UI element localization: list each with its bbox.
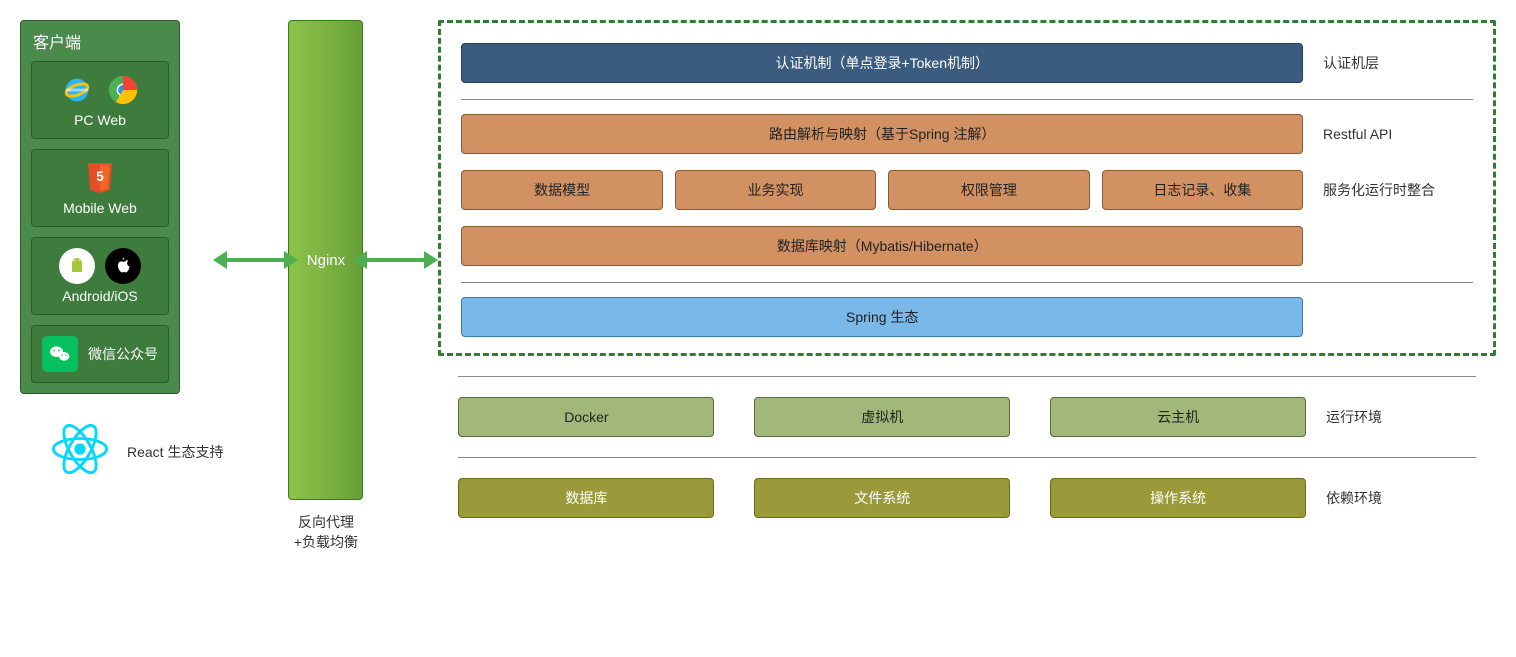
divider (458, 376, 1476, 377)
orm-bar: 数据库映射（Mybatis/Hibernate） (461, 226, 1303, 266)
wechat-icon (42, 336, 78, 372)
dependency-label: 依赖环境 (1326, 488, 1476, 508)
client-item-mobileweb: 5 Mobile Web (31, 149, 169, 227)
auth-bar: 认证机制（单点登录+Token机制） (461, 43, 1303, 83)
arrow-nginx-backend (363, 20, 428, 500)
service-label: 服务化运行时整合 (1323, 180, 1473, 200)
backend-column: 认证机制（单点登录+Token机制） 认证机层 路由解析与映射（基于Spring… (438, 20, 1496, 518)
html5-icon: 5 (82, 160, 118, 196)
nginx-box: Nginx (288, 20, 363, 500)
runtime-cell-2: 云主机 (1050, 397, 1306, 437)
service-cell-2: 权限管理 (888, 170, 1089, 210)
client-item-pcweb: PC Web (31, 61, 169, 139)
nginx-column: Nginx 反向代理+负载均衡 (288, 20, 363, 552)
divider (461, 99, 1473, 100)
client-label-pcweb: PC Web (40, 112, 160, 128)
spring-bar: Spring 生态 (461, 297, 1303, 337)
runtime-label: 运行环境 (1326, 407, 1476, 427)
client-title: 客户端 (31, 29, 169, 53)
arrow-client-nginx (223, 20, 288, 500)
chrome-icon (105, 72, 141, 108)
client-box: 客户端 PC Web 5 (20, 20, 180, 394)
divider (458, 457, 1476, 458)
react-icon (45, 414, 115, 489)
client-item-wechat: 微信公众号 (31, 325, 169, 383)
dep-cell-0: 数据库 (458, 478, 714, 518)
nginx-caption: 反向代理+负载均衡 (288, 512, 363, 552)
nginx-label: Nginx (307, 252, 345, 269)
runtime-row: Docker 虚拟机 云主机 运行环境 (458, 397, 1476, 437)
dep-cell-2: 操作系统 (1050, 478, 1306, 518)
service-cell-0: 数据模型 (461, 170, 662, 210)
service-row: 数据模型 业务实现 权限管理 日志记录、收集 (461, 170, 1303, 210)
divider (461, 282, 1473, 283)
ie-icon (59, 72, 95, 108)
android-icon (59, 248, 95, 284)
client-label-mobileweb: Mobile Web (40, 200, 160, 216)
runtime-cell-0: Docker (458, 397, 714, 437)
dep-cell-1: 文件系统 (754, 478, 1010, 518)
restful-label: Restful API (1323, 126, 1473, 142)
react-label: React 生态支持 (127, 442, 223, 462)
react-row: React 生态支持 (20, 414, 223, 489)
service-cell-1: 业务实现 (675, 170, 876, 210)
client-item-apps: Android/iOS (31, 237, 169, 315)
auth-label: 认证机层 (1323, 53, 1473, 73)
runtime-cell-1: 虚拟机 (754, 397, 1010, 437)
left-column: 客户端 PC Web 5 (20, 20, 223, 489)
service-container: 认证机制（单点登录+Token机制） 认证机层 路由解析与映射（基于Spring… (438, 20, 1496, 356)
service-cell-3: 日志记录、收集 (1102, 170, 1303, 210)
svg-text:5: 5 (96, 169, 104, 184)
client-label-wechat: 微信公众号 (88, 344, 158, 364)
restful-bar: 路由解析与映射（基于Spring 注解） (461, 114, 1303, 154)
client-label-apps: Android/iOS (40, 288, 160, 304)
architecture-diagram: 客户端 PC Web 5 (20, 20, 1496, 552)
dependency-row: 数据库 文件系统 操作系统 依赖环境 (458, 478, 1476, 518)
apple-icon (105, 248, 141, 284)
